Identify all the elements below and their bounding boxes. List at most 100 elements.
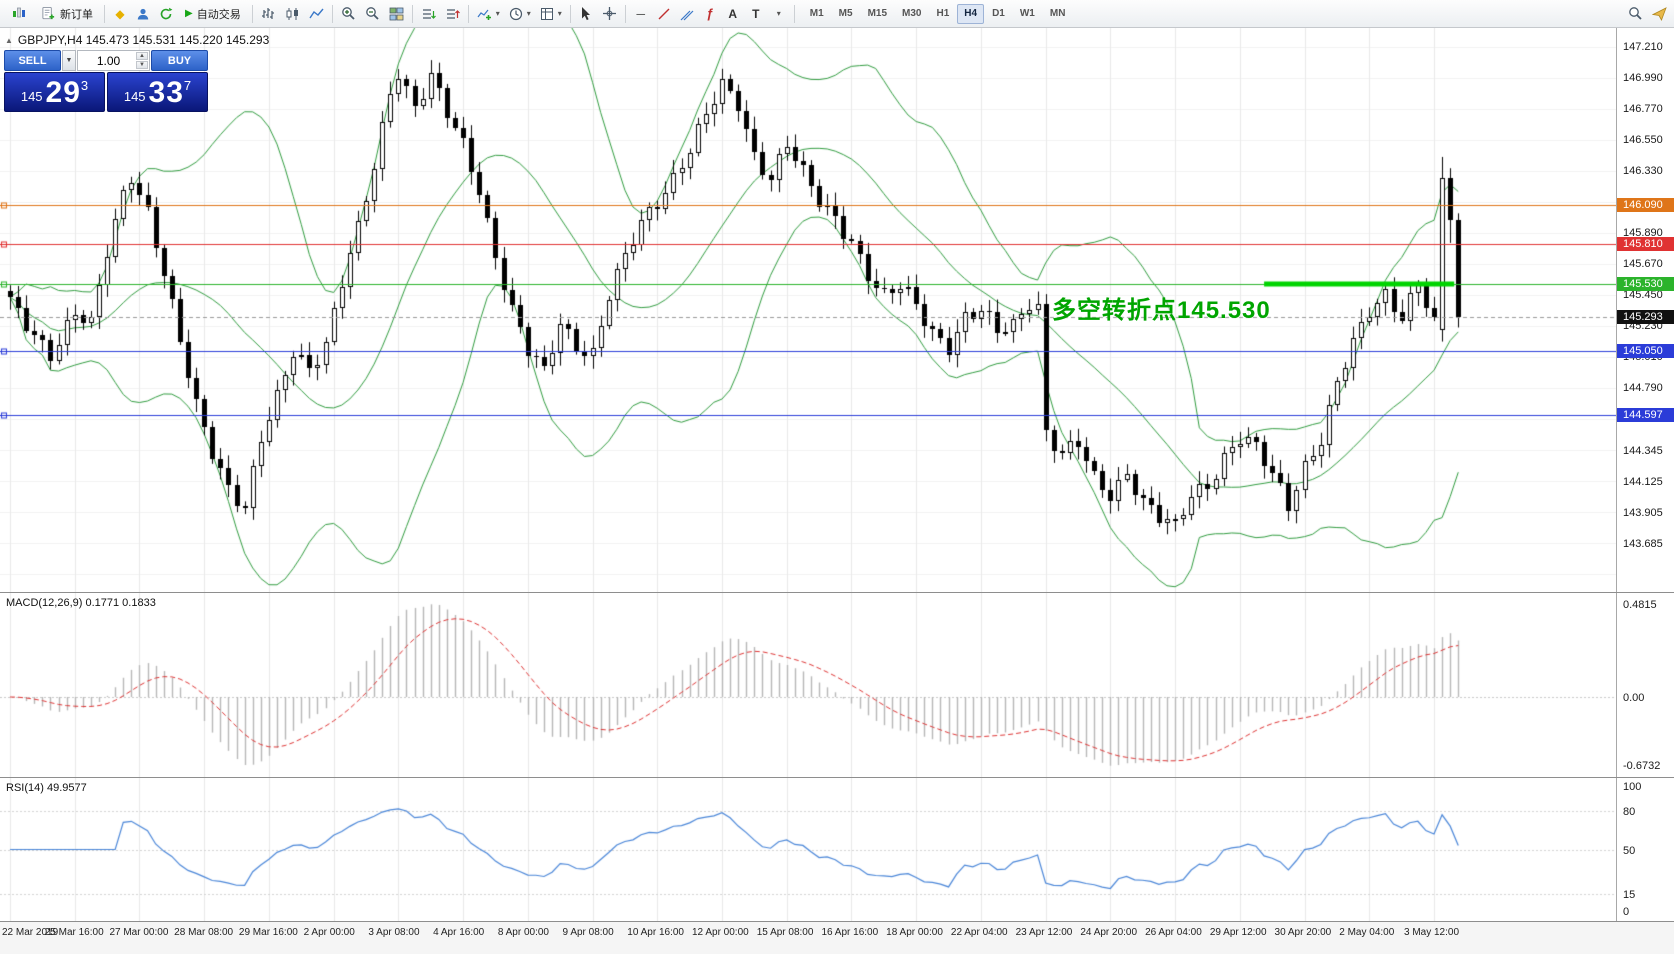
trade-prices-row: 145 29 3 145 33 7 (4, 72, 208, 112)
shapes-dropdown-button[interactable]: ▾ (768, 3, 790, 25)
time-axis[interactable]: 22 Mar 2019 25 Mar 16:00 27 Mar 00:00 28 Ma… (0, 921, 1674, 954)
timeframe-d1[interactable]: D1 (985, 4, 1012, 24)
timeframe-w1[interactable]: W1 (1013, 4, 1042, 24)
new-order-label: 新订单 (60, 8, 93, 21)
volume-spinner: ▲ ▼ (136, 52, 148, 69)
rsi-scale-tick: 0 (1623, 906, 1630, 918)
price-tick: 143.905 (1623, 506, 1663, 519)
cursor-icon (581, 7, 590, 21)
oneclick-toggle-icon[interactable]: ▲ (5, 35, 13, 45)
sell-button[interactable]: SELL (4, 50, 61, 71)
timeframe-m1[interactable]: M1 (803, 4, 831, 24)
price-tick: 144.345 (1623, 444, 1663, 457)
candlestick-chart-button[interactable] (281, 3, 304, 25)
search-button[interactable] (1624, 3, 1647, 25)
price-tick: 146.550 (1623, 134, 1663, 147)
volume-field: ▲ ▼ (77, 50, 150, 71)
periods-button[interactable]: ▾ (505, 3, 535, 25)
add-indicator-button[interactable]: ▾ (473, 3, 504, 25)
time-axis-label: 28 Mar 08:00 (174, 927, 234, 938)
profile-button[interactable] (132, 3, 154, 25)
volume-dropdown-button[interactable]: ▼ (62, 50, 76, 71)
buy-price-display[interactable]: 145 33 7 (107, 72, 208, 112)
timeframe-mn[interactable]: MN (1043, 4, 1073, 24)
time-axis-label: 30 Apr 20:00 (1274, 927, 1332, 938)
clock-icon (509, 7, 522, 20)
text-tool-icon: A (728, 6, 738, 21)
new-order-button[interactable]: 新订单 (34, 3, 100, 25)
metaeditor-icon: ◆ (115, 6, 125, 21)
price-chart-canvas[interactable] (0, 28, 1616, 592)
volume-down-icon[interactable]: ▼ (136, 61, 148, 69)
volume-up-icon[interactable]: ▲ (136, 52, 148, 60)
sell-price-display[interactable]: 145 29 3 (4, 72, 105, 112)
trendline-icon (658, 8, 670, 19)
bar-chart-button[interactable] (257, 3, 280, 25)
macd-panel: MACD(12,26,9) 0.1771 0.1833 0.4815 0.00 -0… (0, 592, 1674, 777)
channel-tool-button[interactable] (676, 3, 698, 25)
community-button[interactable] (1648, 3, 1671, 25)
tile-windows-button[interactable] (385, 3, 408, 25)
time-axis-label: 29 Mar 16:00 (238, 927, 298, 938)
price-tick: 145.670 (1623, 258, 1663, 271)
autotrading-button[interactable]: ▶ 自动交易 (178, 3, 248, 25)
sell-price-sup: 3 (80, 78, 89, 93)
rsi-scale-tick: 80 (1623, 806, 1636, 819)
cursor-button[interactable] (575, 3, 597, 25)
timeframe-m5[interactable]: M5 (832, 4, 860, 24)
timeframe-m30[interactable]: M30 (895, 4, 928, 24)
rsi-scale-tick: 50 (1623, 844, 1636, 857)
price-tick: 147.210 (1623, 41, 1663, 54)
chart-header: ▲ GBPJPY,H4 145.473 145.531 145.220 145.… (5, 33, 269, 47)
zoom-in-button[interactable] (337, 3, 360, 25)
time-axis-label: 23 Apr 12:00 (1015, 927, 1073, 938)
price-badge: 146.090 (1617, 197, 1674, 212)
trendline-tool-button[interactable] (653, 3, 675, 25)
horizontal-line-icon: ─ (636, 6, 645, 21)
periods-dropdown-icon: ▾ (526, 8, 531, 18)
metaeditor-button[interactable]: ◆ (109, 3, 131, 25)
price-scale[interactable]: 147.210 146.990 146.770 146.550 146.330 145.8… (1616, 28, 1674, 592)
time-axis-label: 2 Apr 00:00 (303, 927, 355, 938)
line-chart-button[interactable] (305, 3, 328, 25)
rsi-panel: RSI(14) 49.9577 100 80 50 15 0 (0, 777, 1674, 921)
time-axis-label: 27 Mar 00:00 (109, 927, 169, 938)
candlestick-chart-icon (286, 7, 298, 20)
time-axis-label: 3 Apr 08:00 (368, 927, 420, 938)
volume-input[interactable] (78, 51, 149, 70)
toolbar-separator (569, 4, 571, 23)
timeframe-m15[interactable]: M15 (861, 4, 894, 24)
label-tool-button[interactable]: T (745, 3, 767, 25)
autotrading-play-icon: ▶ (185, 7, 193, 19)
indicators-list-icon (422, 8, 436, 19)
toolbar-separator (251, 4, 253, 23)
hline-tool-button[interactable]: ─ (630, 3, 652, 25)
indicators-list-button[interactable] (417, 3, 440, 25)
time-axis-label: 12 Apr 00:00 (691, 927, 749, 938)
tile-windows-icon (389, 7, 404, 20)
objects-list-button[interactable] (441, 3, 464, 25)
timeframe-h1[interactable]: H1 (929, 4, 956, 24)
zoom-out-button[interactable] (361, 3, 384, 25)
price-badge: 145.050 (1617, 344, 1674, 359)
price-badge: 144.597 (1617, 408, 1674, 423)
rsi-canvas[interactable] (0, 778, 1616, 921)
fibonacci-tool-button[interactable]: ƒ (699, 3, 721, 25)
objects-list-icon (446, 8, 460, 19)
crosshair-button[interactable] (598, 3, 621, 25)
buy-button[interactable]: BUY (151, 50, 208, 71)
text-tool-button[interactable]: A (722, 3, 744, 25)
time-axis-label: 9 Apr 08:00 (562, 927, 614, 938)
macd-canvas[interactable] (0, 593, 1616, 777)
macd-scale[interactable]: 0.4815 0.00 -0.6732 (1616, 593, 1674, 777)
timeframe-h4[interactable]: H4 (957, 3, 985, 24)
templates-button[interactable]: ▾ (536, 3, 566, 25)
refresh-button[interactable] (155, 3, 177, 25)
price-tick: 145.890 (1623, 227, 1663, 240)
buy-price-big: 33 (148, 76, 184, 109)
zoom-out-icon (365, 7, 379, 20)
rsi-scale[interactable]: 100 80 50 15 0 (1616, 778, 1674, 921)
time-axis-label: 8 Apr 00:00 (497, 927, 549, 938)
time-axis-label: 10 Apr 16:00 (627, 927, 684, 938)
rsi-scale-tick: 100 (1623, 781, 1642, 793)
